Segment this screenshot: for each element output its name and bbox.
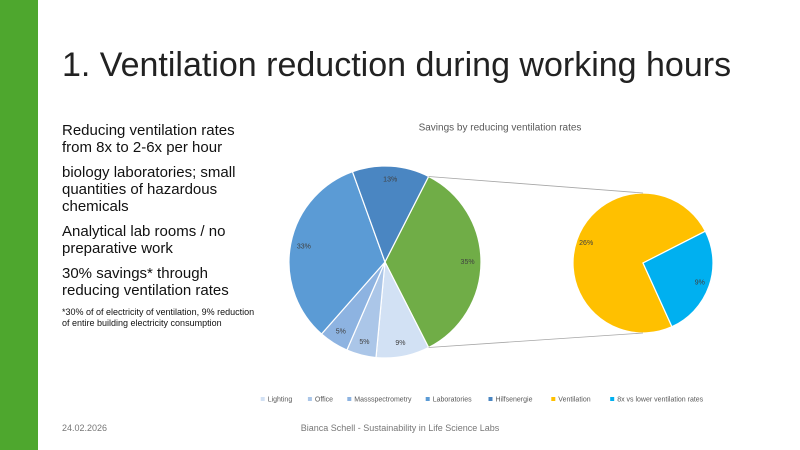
legend-marker (551, 397, 556, 401)
paragraph: Reducing ventilation rates from 8x to 2-… (62, 122, 235, 156)
legend-marker (488, 397, 493, 401)
data-label: 33% (297, 243, 311, 250)
legend-marker (610, 397, 615, 401)
pie-slice (572, 192, 707, 334)
date: 24.02.2026 (62, 423, 108, 433)
data-label: 35% (461, 259, 475, 266)
data-label: 5% (359, 339, 369, 346)
pie-slice (288, 170, 386, 335)
legend-label: 8x vs lower ventilation rates (617, 396, 703, 403)
text-body: Reducing ventilation rates from 8x to 2-… (62, 122, 262, 337)
connector (428, 332, 644, 348)
legend-label: Office (315, 396, 333, 403)
data-label: 26% (579, 240, 593, 247)
legend-marker (347, 397, 352, 401)
pie-slice (642, 230, 714, 328)
data-label: 5% (336, 329, 346, 336)
paragraph: Analytical lab rooms / no preparative wo… (62, 223, 226, 257)
legend-label: Laboratories (433, 396, 472, 403)
legend-marker (307, 397, 312, 401)
data-label: 9% (695, 280, 705, 287)
pie-slice (351, 165, 430, 264)
legend-marker (425, 397, 430, 401)
footnote: *30% of of electricity of ventilation, 9… (62, 307, 255, 328)
legend-marker (260, 397, 265, 401)
accent-bar (0, 0, 38, 450)
paragraph: biology laboratories; small quantities o… (62, 164, 236, 215)
legend-label: Lighting (268, 396, 293, 403)
pie-slice (384, 175, 482, 349)
legend-label: Ventilation (558, 396, 590, 403)
footer: Bianca Schell - Sustainability in Life S… (300, 423, 500, 433)
data-label: 9% (395, 340, 405, 347)
slide-title: 1. Ventilation reduction during working … (62, 46, 732, 84)
paragraph: 30% savings* through reducing ventilatio… (62, 265, 229, 299)
connector (428, 176, 644, 194)
legend-label: Massspectrometry (354, 396, 412, 403)
data-label: 13% (383, 176, 397, 183)
chart-title: Savings by reducing ventilation rates (419, 123, 582, 134)
legend-label: Hilfsenergie (496, 396, 533, 403)
